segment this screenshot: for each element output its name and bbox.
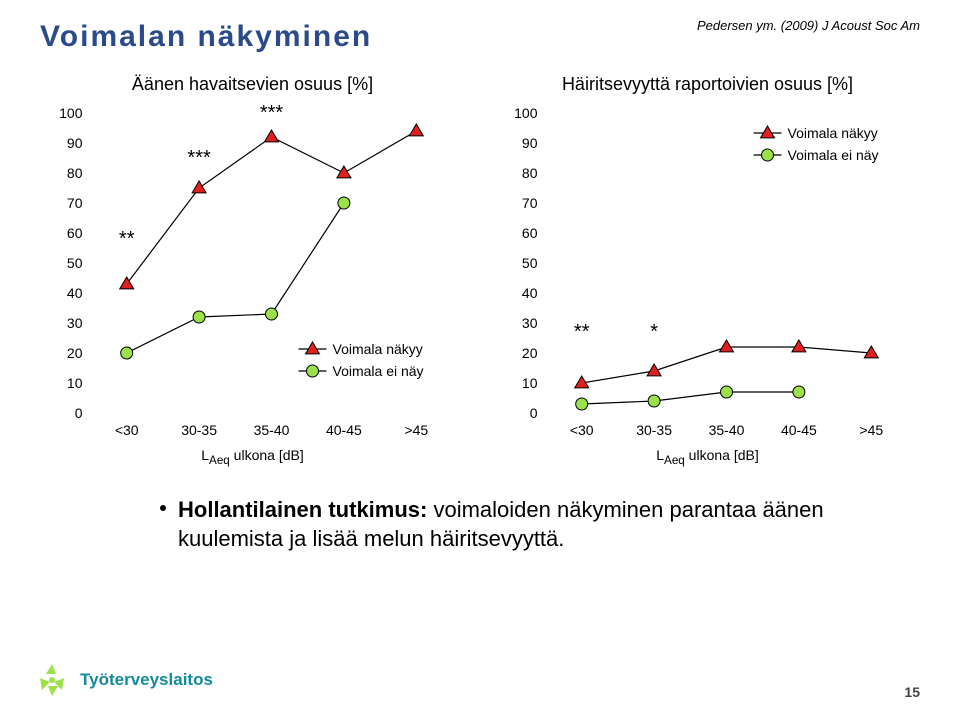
svg-text:40-45: 40-45 bbox=[326, 422, 362, 438]
svg-text:***: *** bbox=[260, 103, 284, 124]
svg-text:10: 10 bbox=[522, 375, 538, 391]
svg-text:*: * bbox=[650, 321, 658, 343]
svg-text:**: ** bbox=[119, 228, 135, 250]
svg-text:40: 40 bbox=[522, 285, 538, 301]
svg-text:50: 50 bbox=[522, 255, 538, 271]
svg-text:Voimala näkyy: Voimala näkyy bbox=[333, 341, 423, 357]
logo-icon bbox=[32, 660, 72, 700]
svg-text:100: 100 bbox=[59, 105, 83, 121]
svg-text:80: 80 bbox=[522, 165, 538, 181]
svg-text:30: 30 bbox=[67, 315, 83, 331]
bullet-row: Hollantilainen tutkimus: voimaloiden näk… bbox=[160, 495, 860, 554]
page-number: 15 bbox=[904, 684, 920, 700]
svg-text:0: 0 bbox=[530, 405, 538, 421]
svg-text:40-45: 40-45 bbox=[781, 422, 817, 438]
logo-text: Työterveyslaitos bbox=[80, 670, 213, 690]
svg-text:Voimala ei näy: Voimala ei näy bbox=[333, 363, 424, 379]
svg-text:Voimala näkyy: Voimala näkyy bbox=[788, 125, 878, 141]
svg-text:60: 60 bbox=[67, 225, 83, 241]
svg-text:35-40: 35-40 bbox=[254, 422, 290, 438]
right-chart: 0 10 20 30 40 50 60 70 80 90 100 <30 30-35 35-40 40-45… bbox=[495, 103, 920, 443]
bullet-text: Hollantilainen tutkimus: voimaloiden näk… bbox=[178, 495, 860, 554]
svg-text:70: 70 bbox=[67, 195, 83, 211]
citation-text: Pedersen ym. (2009) J Acoust Soc Am bbox=[697, 18, 920, 33]
svg-text:**: ** bbox=[574, 321, 590, 343]
svg-text:>45: >45 bbox=[859, 422, 883, 438]
left-chart-title: Äänen havaitsevien osuus [%] bbox=[40, 74, 465, 95]
svg-text:30: 30 bbox=[522, 315, 538, 331]
svg-text:70: 70 bbox=[522, 195, 538, 211]
svg-text:30-35: 30-35 bbox=[181, 422, 217, 438]
bullet-bold: Hollantilainen tutkimus: bbox=[178, 497, 427, 522]
charts-row: Äänen havaitsevien osuus [%] 0 10 20 30 40 50… bbox=[40, 74, 920, 467]
svg-text:20: 20 bbox=[522, 345, 538, 361]
svg-text:0: 0 bbox=[75, 405, 83, 421]
left-chart: 0 10 20 30 40 50 60 70 80 90 100 <30 30-35 35-40 40-45… bbox=[40, 103, 465, 443]
logo: Työterveyslaitos bbox=[32, 660, 213, 700]
svg-text:20: 20 bbox=[67, 345, 83, 361]
left-x-axis-label: LAeq ulkona [dB] bbox=[40, 447, 465, 467]
svg-text:***: *** bbox=[187, 147, 211, 169]
svg-text:35-40: 35-40 bbox=[709, 422, 745, 438]
svg-text:50: 50 bbox=[67, 255, 83, 271]
right-chart-title: Häiritsevyyttä raportoivien osuus [%] bbox=[495, 74, 920, 95]
svg-text:90: 90 bbox=[522, 135, 538, 151]
svg-text:Voimala ei näy: Voimala ei näy bbox=[788, 147, 879, 163]
left-chart-col: Äänen havaitsevien osuus [%] 0 10 20 30 40 50… bbox=[40, 74, 465, 467]
svg-text:>45: >45 bbox=[404, 422, 428, 438]
svg-text:90: 90 bbox=[67, 135, 83, 151]
right-x-axis-label: LAeq ulkona [dB] bbox=[495, 447, 920, 467]
svg-text:60: 60 bbox=[522, 225, 538, 241]
right-chart-col: Häiritsevyyttä raportoivien osuus [%] 0 1… bbox=[495, 74, 920, 467]
svg-text:30-35: 30-35 bbox=[636, 422, 672, 438]
svg-text:40: 40 bbox=[67, 285, 83, 301]
svg-text:<30: <30 bbox=[570, 422, 594, 438]
bullet-dot-icon bbox=[160, 505, 166, 511]
svg-text:100: 100 bbox=[514, 105, 538, 121]
svg-text:80: 80 bbox=[67, 165, 83, 181]
svg-text:10: 10 bbox=[67, 375, 83, 391]
svg-text:<30: <30 bbox=[115, 422, 139, 438]
